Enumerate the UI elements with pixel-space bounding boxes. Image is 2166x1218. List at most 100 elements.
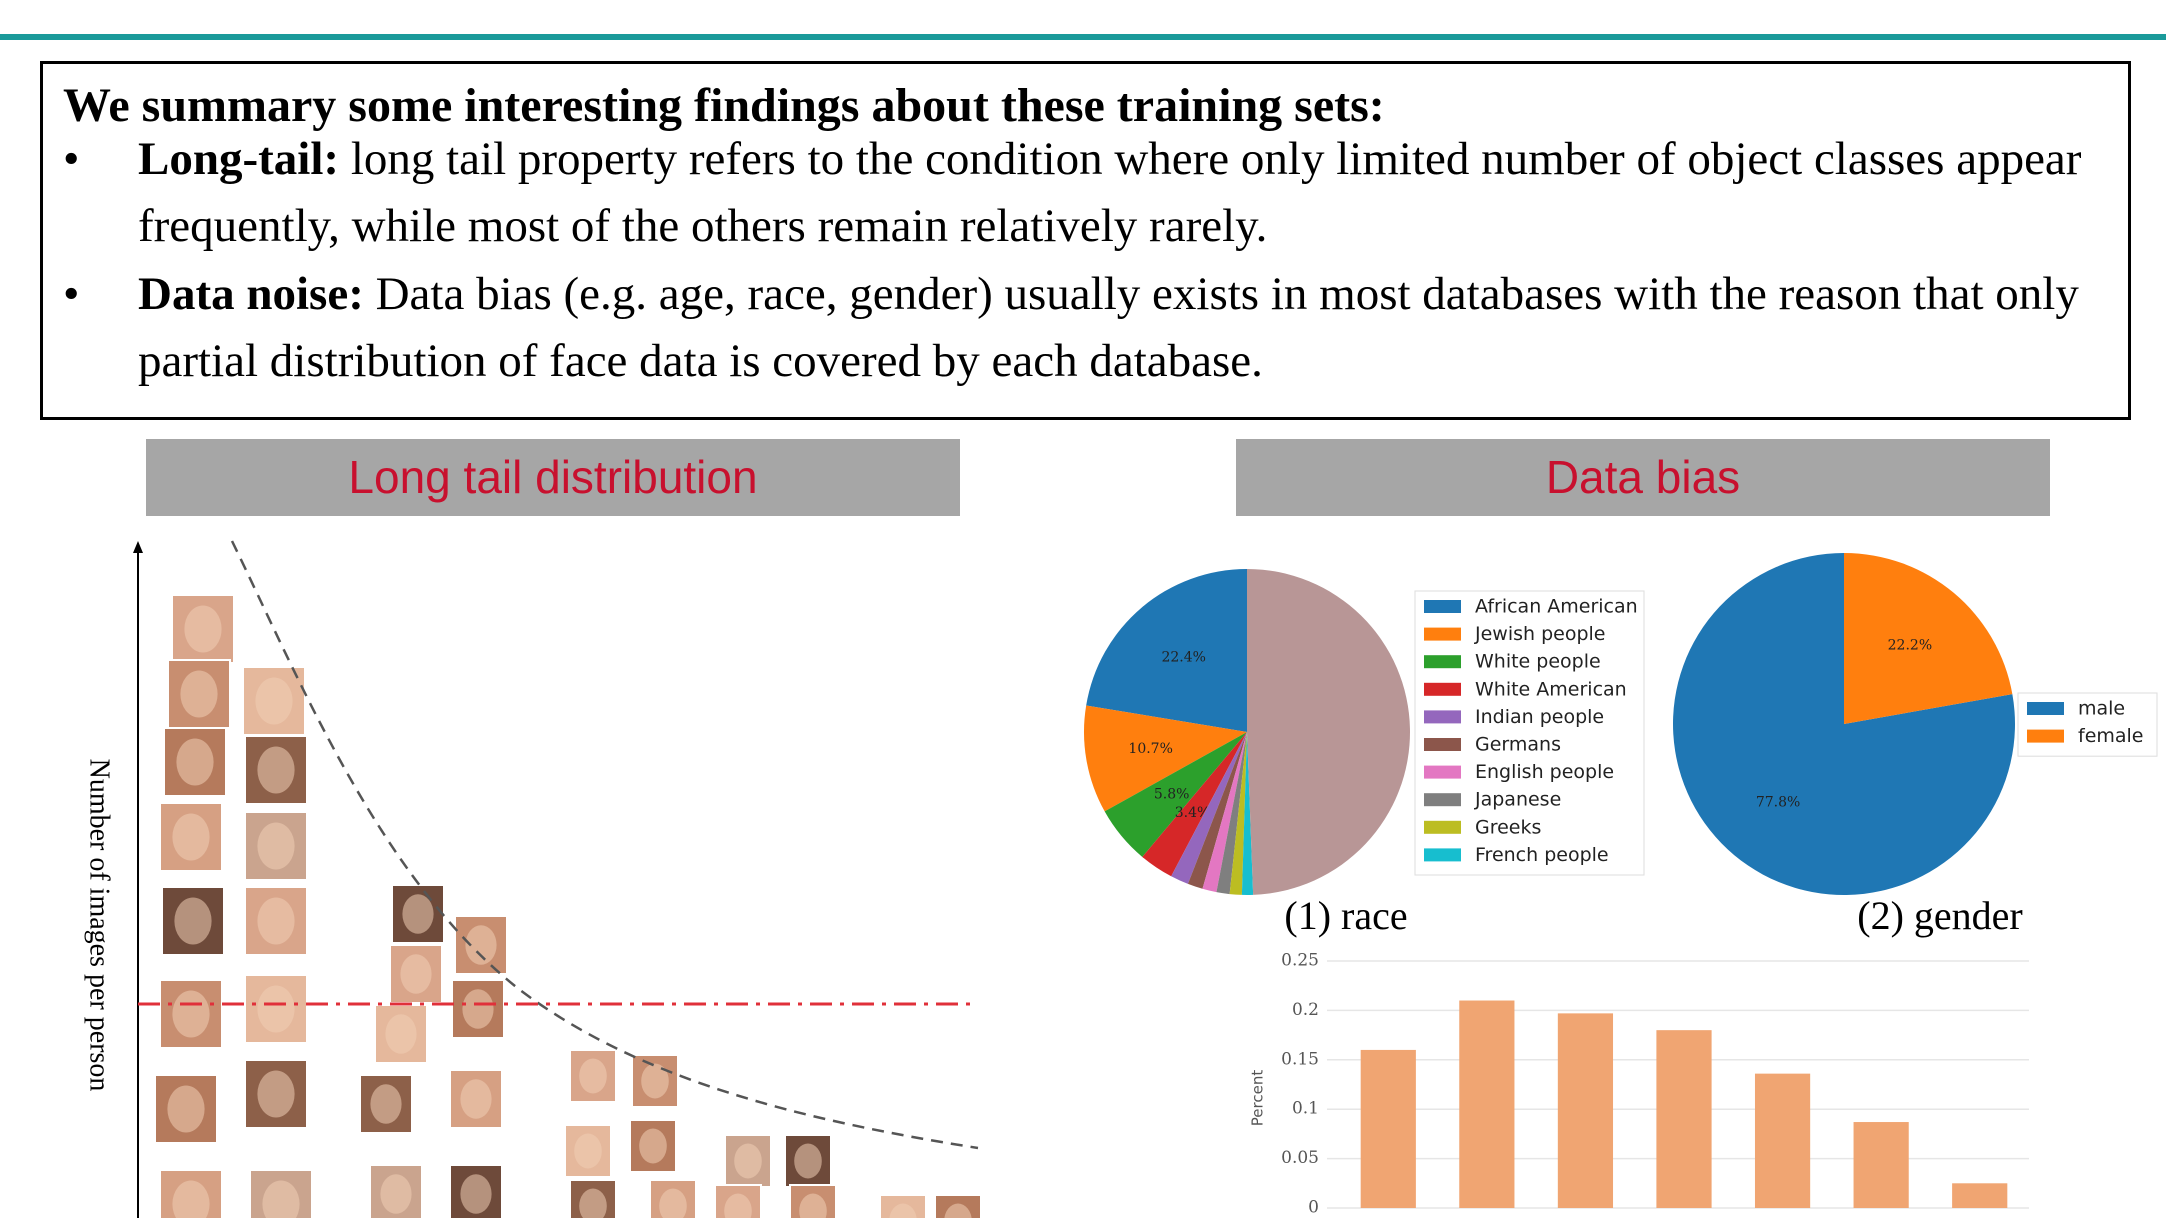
heading: We summary some interesting findings abo… [63, 79, 1385, 132]
y-axis-label: Number of images per person [84, 759, 115, 1092]
legend-label: Greeks [1475, 816, 1541, 838]
slice-label: 22.4% [1161, 649, 1205, 665]
face-shape [659, 1188, 687, 1218]
legend-label: Jewish people [1474, 623, 1606, 645]
legend-label: African American [1475, 596, 1638, 618]
y-tick-label: 0.05 [1281, 1148, 1319, 1168]
face-shape [176, 738, 214, 786]
y-tick-label: 0.1 [1292, 1099, 1319, 1119]
face-shape [262, 1180, 300, 1218]
face-shape [380, 1174, 412, 1214]
pie-slice [1171, 732, 1247, 884]
legend-swatch [1424, 710, 1461, 724]
bar [1557, 1013, 1614, 1208]
bullet: Long-tail: long tail property refers to … [63, 126, 2128, 260]
face-shape [465, 925, 497, 965]
face-shape [799, 1193, 827, 1218]
pie-slice [1241, 732, 1254, 895]
legend-label: female [2078, 725, 2144, 747]
slice-label: 5.8% [1154, 786, 1190, 802]
face-shape [734, 1143, 762, 1179]
bar [1952, 1183, 2008, 1208]
pie-slice [1187, 732, 1247, 889]
legend-swatch [1424, 682, 1461, 696]
y-tick-label: 0 [1308, 1198, 1319, 1218]
pie-slice [1084, 705, 1247, 812]
legend-label: English people [1475, 761, 1614, 783]
faces [154, 594, 982, 1218]
face-thumbnail [789, 1184, 837, 1218]
axis-arrow [133, 541, 143, 553]
y-tick-label: 0.2 [1292, 1000, 1319, 1020]
legend-label: French people [1475, 844, 1609, 866]
face-shape [794, 1143, 822, 1179]
face-shape [402, 894, 434, 934]
face-shape [385, 1014, 417, 1054]
face-shape [460, 1079, 492, 1119]
pie-slice [1844, 553, 2013, 724]
caption: (1) race [1284, 893, 1407, 938]
findings-box: We summary some interesting findings abo… [40, 61, 2131, 420]
legend-swatch [1424, 793, 1461, 807]
face-shape [257, 1070, 295, 1118]
face-shape [172, 990, 210, 1038]
legend-label: Indian people [1475, 706, 1604, 728]
face-shape [579, 1058, 607, 1094]
face-shape [639, 1128, 667, 1164]
caption: (2) gender [1857, 893, 2022, 938]
y-axis-label: Percent [1249, 1070, 1267, 1127]
top-rule [0, 34, 2166, 40]
pie-slice [1086, 569, 1247, 732]
legend-label: Germans [1475, 734, 1561, 756]
legend-swatch [1424, 820, 1461, 834]
legend-swatch [1424, 600, 1461, 613]
legend-swatch [1424, 738, 1461, 751]
face-shape [255, 677, 293, 725]
bar [1656, 1030, 1712, 1208]
face-shape [462, 989, 494, 1029]
section-header: Data bias [1236, 439, 2050, 516]
slice-label: 3.4% [1175, 805, 1211, 821]
face-shape [889, 1203, 917, 1218]
legend-swatch [2027, 702, 2064, 715]
face-shape [180, 670, 218, 718]
slice-label: 77.8% [1756, 795, 1800, 811]
pie-slice [1216, 732, 1247, 895]
face-shape [184, 605, 222, 653]
bar [1459, 1000, 1515, 1208]
section-header: Long tail distribution [146, 439, 960, 516]
pie-slice [1142, 732, 1247, 877]
bullet-term: Long-tail: [138, 133, 340, 185]
slice-label: 10.7% [1128, 741, 1172, 757]
bullet-text: long tail property refers to the conditi… [138, 133, 2082, 252]
legend-swatch [1424, 655, 1461, 669]
bullet-term: Data noise: [138, 268, 364, 320]
face-shape [574, 1133, 602, 1169]
bar [1853, 1122, 1909, 1208]
legend-swatch [2027, 729, 2064, 743]
legend-label: Japanese [1474, 789, 1561, 811]
pie-slice [1247, 569, 1410, 895]
bar [1360, 1049, 1416, 1208]
face-shape [944, 1203, 972, 1218]
bullet: Data noise: Data bias (e.g. age, race, g… [63, 261, 2128, 395]
legend-label: White people [1475, 651, 1601, 673]
pie-slice [1229, 732, 1247, 895]
face-shape [257, 746, 295, 794]
face-shape [172, 813, 210, 861]
bar [1754, 1073, 1811, 1208]
pie-slice [1673, 553, 2015, 895]
y-tick-label: 0.25 [1281, 951, 1319, 971]
face-shape [400, 954, 432, 994]
bullet-text: Data bias (e.g. age, race, gender) usual… [138, 268, 2079, 387]
face-shape [579, 1188, 607, 1218]
face-shape [172, 1180, 210, 1218]
legend-swatch [1424, 765, 1461, 779]
legend-swatch [1424, 848, 1461, 862]
slice-label: 22.2% [1888, 637, 1932, 653]
pie-slice [1104, 732, 1247, 857]
pie-slice [1202, 732, 1247, 893]
face-shape [257, 985, 295, 1033]
